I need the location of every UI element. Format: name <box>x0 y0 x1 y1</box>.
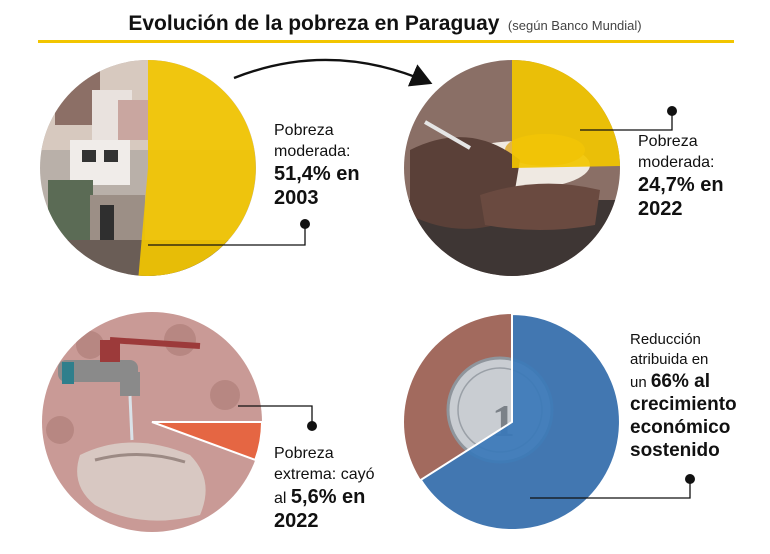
label-panel-4: Reducción atribuida en un 66% al crecimi… <box>630 330 764 462</box>
pie-slice <box>512 59 620 168</box>
label-line: Pobreza <box>274 445 334 462</box>
data-label: 66% al <box>650 371 711 392</box>
title-main: Evolución de la pobreza en Paraguay <box>128 12 500 35</box>
leader-line <box>580 112 673 131</box>
leader-dot <box>300 219 310 229</box>
leader-line <box>238 405 313 425</box>
label-line: moderada: <box>638 154 715 171</box>
label-line: Pobreza <box>638 133 698 150</box>
pie-slice <box>419 312 621 531</box>
label-panel-1: Pobreza moderada: 51,4% en 2003 <box>274 120 370 210</box>
leader-dot <box>685 474 695 484</box>
leader-line <box>530 480 691 499</box>
arrow-icon <box>233 58 433 87</box>
pie-slice <box>138 60 256 276</box>
label-line: atribuida en <box>630 351 709 368</box>
leader-line <box>148 225 306 246</box>
title-subtitle: (según Banco Mundial) <box>507 18 642 33</box>
label-line: Reducción <box>630 331 701 348</box>
leader-dot <box>307 421 317 431</box>
label-panel-3: Pobreza extrema: cayó al 5,6% en 2022 <box>274 443 394 533</box>
title-rule <box>38 40 734 43</box>
data-label: crecimiento económico sostenido <box>630 394 737 461</box>
data-label: 5,6% en 2022 <box>274 486 366 532</box>
chart-title: Evolución de la pobreza en Paraguay (seg… <box>0 12 770 36</box>
label-line: moderada: <box>274 143 351 160</box>
data-label: 24,7% en 2022 <box>638 174 724 220</box>
label-prefix: al <box>274 490 287 507</box>
leader-dot <box>667 106 677 116</box>
pie-slice <box>151 421 264 462</box>
label-panel-2: Pobreza moderada: 24,7% en 2022 <box>638 131 734 221</box>
label-prefix: un <box>630 374 647 391</box>
data-label: 51,4% en 2003 <box>274 163 360 209</box>
label-line: Pobreza <box>274 122 334 139</box>
label-line: extrema: cayó <box>274 466 375 483</box>
